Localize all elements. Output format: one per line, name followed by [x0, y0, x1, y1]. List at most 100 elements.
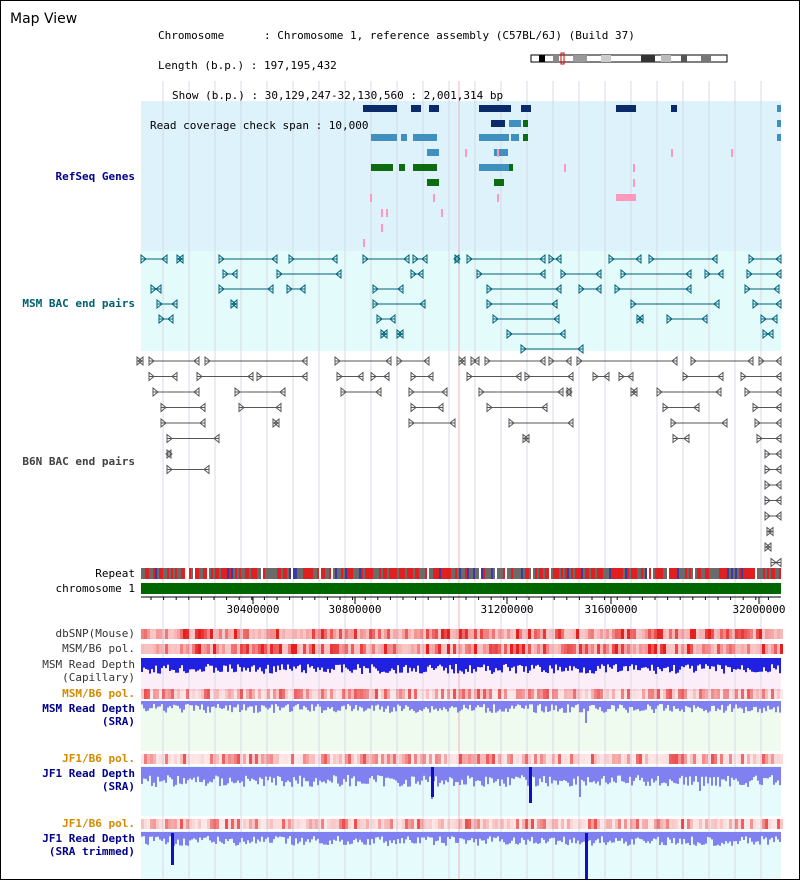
depth-bar — [231, 767, 233, 782]
depth-bar — [413, 832, 415, 844]
repeat-segment — [555, 568, 557, 579]
track-label-chromosome: chromosome 1 — [55, 582, 135, 595]
polymorphism-cell — [780, 629, 783, 639]
axis-tick-label: 30800000 — [329, 603, 382, 616]
b6n-bac-pair-end — [234, 386, 241, 398]
polymorphism-cell — [171, 819, 174, 829]
polymorphism-cell — [339, 689, 342, 699]
polymorphism-cell — [201, 754, 204, 764]
b6n-bac-pair-end — [396, 355, 403, 367]
polymorphism-cell — [735, 689, 738, 699]
polymorphism-cell — [516, 644, 519, 654]
depth-bar — [289, 658, 291, 669]
repeat-segment — [779, 568, 781, 579]
depth-bar — [201, 767, 203, 783]
repeat-segment — [717, 568, 719, 579]
depth-bar — [685, 767, 687, 778]
depth-bar — [375, 767, 377, 782]
track-label-msm-depth-sra[interactable]: MSM Read Depth — [42, 702, 135, 715]
depth-bar — [505, 658, 507, 665]
polymorphism-cell — [645, 644, 648, 654]
repeat-segment — [409, 568, 411, 579]
depth-bar — [527, 832, 529, 840]
track-label-msm-b6-pol-1[interactable]: MSM/B6 pol. — [62, 642, 135, 655]
track-label-dbsnp[interactable]: dbSNP(Mouse) — [55, 627, 135, 640]
polymorphism-cell — [330, 629, 333, 639]
polymorphism-cell — [207, 644, 210, 654]
polymorphism-cell — [201, 629, 204, 639]
polymorphism-cell — [600, 689, 603, 699]
polymorphism-cell — [180, 819, 183, 829]
polymorphism-cell — [555, 644, 558, 654]
depth-bar — [689, 701, 691, 708]
polymorphism-cell — [516, 629, 519, 639]
polymorphism-cell — [315, 644, 318, 654]
track-label-msm-depth-cap[interactable]: MSM Read Depth — [42, 658, 135, 671]
repeat-segment — [567, 568, 569, 579]
depth-bar — [347, 767, 349, 776]
depth-bar — [167, 701, 169, 708]
polymorphism-cell — [567, 644, 570, 654]
depth-bar — [415, 767, 417, 784]
track-label-b6n-bac[interactable]: B6N BAC end pairs — [22, 455, 135, 468]
polymorphism-cell — [171, 754, 174, 764]
polymorphism-cell — [306, 644, 309, 654]
depth-bar — [529, 832, 531, 842]
depth-bar — [659, 658, 661, 670]
polymorphism-cell — [336, 689, 339, 699]
depth-bar — [491, 658, 493, 674]
depth-bar — [645, 701, 647, 710]
polymorphism-cell — [360, 629, 363, 639]
polymorphism-cell — [510, 644, 513, 654]
repeat-segment — [733, 568, 735, 579]
depth-bar — [447, 832, 449, 837]
depth-bar — [637, 767, 639, 776]
track-label-refseq[interactable]: RefSeq Genes — [55, 170, 135, 183]
polymorphism-cell — [204, 689, 207, 699]
depth-bar — [559, 767, 561, 781]
polymorphism-cell — [477, 629, 480, 639]
track-label-jf1-b6-pol-2[interactable]: JF1/B6 pol. — [62, 817, 135, 830]
track-label-jf1-depth-sra[interactable]: JF1 Read Depth — [42, 767, 135, 780]
depth-bar — [339, 701, 341, 711]
depth-bar — [455, 658, 457, 665]
polymorphism-cell — [582, 689, 585, 699]
depth-bar — [721, 832, 723, 843]
track-label-jf1-b6-pol-1[interactable]: JF1/B6 pol. — [62, 752, 135, 765]
polymorphism-cell — [255, 689, 258, 699]
refseq-gene — [491, 120, 505, 127]
polymorphism-cell — [726, 754, 729, 764]
polymorphism-cell — [279, 644, 282, 654]
repeat-segment — [681, 568, 683, 579]
depth-bar — [185, 701, 187, 705]
polymorphism-cell — [222, 644, 225, 654]
repeat-segment — [429, 568, 431, 579]
depth-bar — [463, 658, 465, 674]
polymorphism-cell — [288, 644, 291, 654]
refseq-gene — [494, 179, 504, 186]
polymorphism-cell — [594, 629, 597, 639]
polymorphism-cell — [387, 689, 390, 699]
repeat-segment — [531, 568, 533, 579]
track-label-msm-bac[interactable]: MSM BAC end pairs — [22, 297, 135, 310]
b6n-bac-pair-end — [137, 355, 144, 367]
depth-bar — [651, 832, 653, 841]
depth-bar — [749, 701, 751, 712]
polymorphism-cell — [357, 644, 360, 654]
depth-bar — [459, 658, 461, 671]
depth-bar — [389, 658, 391, 672]
track-label-msm-b6-pol-2[interactable]: MSM/B6 pol. — [62, 687, 135, 700]
depth-bar — [749, 658, 751, 670]
polymorphism-cell — [471, 754, 474, 764]
polymorphism-cell — [276, 644, 279, 654]
repeat-segment — [487, 568, 489, 579]
depth-bar — [203, 658, 205, 672]
polymorphism-cell — [663, 644, 666, 654]
depth-bar — [163, 767, 165, 781]
repeat-segment — [175, 568, 177, 579]
polymorphism-cell — [249, 754, 252, 764]
polymorphism-cell — [270, 754, 273, 764]
polymorphism-cell — [255, 629, 258, 639]
refseq-gene-small — [363, 239, 365, 247]
track-label-jf1-depth-trim[interactable]: JF1 Read Depth — [42, 832, 135, 845]
